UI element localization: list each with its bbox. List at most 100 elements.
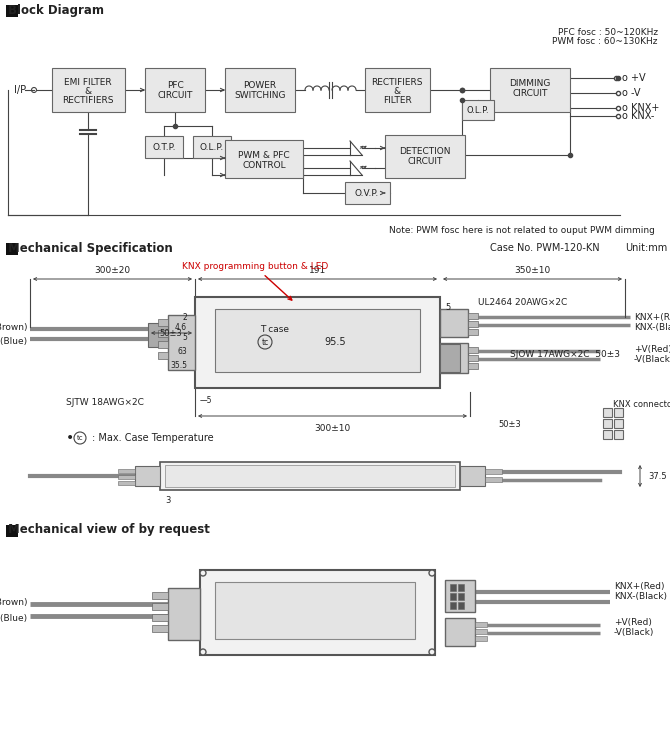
Text: T case: T case (260, 324, 289, 334)
Text: Case No. PWM-120-KN: Case No. PWM-120-KN (490, 243, 600, 253)
Text: +V(Red): +V(Red) (634, 345, 670, 354)
Text: 2: 2 (182, 312, 187, 321)
Bar (462, 100, 494, 120)
Text: O.V.P.: O.V.P. (355, 188, 379, 198)
Bar (458, 593, 464, 600)
Text: -V(Black): -V(Black) (614, 628, 655, 637)
Text: o KNX-: o KNX- (622, 111, 655, 121)
Text: Block Diagram: Block Diagram (8, 4, 104, 16)
Text: —5: —5 (200, 395, 212, 404)
Bar (152, 603, 168, 610)
Bar (614, 419, 623, 428)
Bar (148, 323, 168, 347)
Bar (215, 582, 415, 639)
Text: PWM fosc : 60~130KHz: PWM fosc : 60~130KHz (553, 37, 658, 46)
Text: AC/L(Brown): AC/L(Brown) (0, 598, 28, 606)
Bar (468, 321, 478, 327)
Bar (118, 475, 135, 479)
Bar (118, 481, 135, 485)
Bar (440, 309, 468, 337)
Text: &: & (393, 87, 401, 96)
Bar (603, 430, 612, 439)
Bar (440, 344, 460, 372)
Circle shape (200, 570, 206, 576)
Bar (215, 309, 420, 372)
Bar (385, 135, 465, 178)
Text: : Max. Case Temperature: : Max. Case Temperature (92, 433, 214, 443)
Bar (168, 315, 195, 370)
Bar (365, 68, 430, 112)
Text: KNX-(Black): KNX-(Black) (634, 323, 670, 331)
Text: AC/N(Blue): AC/N(Blue) (0, 614, 28, 623)
Text: FILTER: FILTER (383, 96, 411, 104)
Bar (158, 319, 168, 326)
Bar (52, 68, 125, 112)
Bar (135, 466, 160, 486)
Bar (614, 408, 623, 417)
Bar (200, 570, 435, 655)
Bar (158, 341, 168, 348)
Bar (225, 140, 303, 178)
Text: PFC: PFC (167, 81, 184, 90)
Text: CONTROL: CONTROL (242, 160, 286, 170)
Bar (460, 466, 485, 486)
Bar (603, 408, 612, 417)
Bar (475, 629, 487, 634)
Bar (475, 636, 487, 641)
Text: tc: tc (76, 435, 83, 441)
Text: +V(Red): +V(Red) (614, 617, 652, 626)
Text: KNX programming button & LED: KNX programming button & LED (182, 262, 328, 300)
Bar (485, 469, 502, 474)
Text: &: & (84, 87, 92, 96)
Text: 300±10: 300±10 (314, 424, 350, 433)
Bar (6, 525, 18, 537)
Text: O.T.P.: O.T.P. (152, 143, 176, 151)
Bar (195, 297, 440, 388)
Text: SJOW 17AWG×2C  50±3: SJOW 17AWG×2C 50±3 (510, 350, 620, 359)
Text: tc: tc (261, 337, 269, 346)
Text: Mechanical view of by request: Mechanical view of by request (8, 523, 210, 537)
Text: DETECTION: DETECTION (399, 146, 451, 156)
Text: POWER: POWER (243, 81, 277, 90)
Bar (160, 462, 460, 490)
Bar (450, 602, 456, 609)
Text: 50±3: 50±3 (498, 420, 521, 429)
Text: 35.5: 35.5 (170, 360, 187, 370)
Text: 300±20: 300±20 (94, 266, 131, 275)
Bar (158, 352, 168, 359)
Bar (490, 68, 570, 112)
Text: CIRCUIT: CIRCUIT (513, 88, 547, 98)
Text: EMI FILTER: EMI FILTER (64, 77, 112, 87)
Text: 191: 191 (309, 266, 326, 275)
Text: DIMMING: DIMMING (509, 79, 551, 87)
Text: PFC fosc : 50~120KHz: PFC fosc : 50~120KHz (558, 28, 658, 37)
Text: 50±3: 50±3 (159, 329, 182, 337)
Text: 350±10: 350±10 (515, 266, 551, 275)
Bar (468, 347, 478, 353)
Text: SJTW 18AWG×2C: SJTW 18AWG×2C (66, 398, 144, 406)
Bar (168, 588, 200, 640)
Text: •: • (66, 431, 74, 445)
Text: o +V: o +V (622, 73, 646, 83)
Bar (6, 5, 18, 17)
Text: Note: PWM fosc here is not related to ouput PWM dimming: Note: PWM fosc here is not related to ou… (389, 226, 655, 235)
Circle shape (200, 649, 206, 655)
Text: KNX-(Black): KNX-(Black) (614, 592, 667, 600)
Text: O.L.P.: O.L.P. (200, 143, 224, 151)
Text: O.L.P.: O.L.P. (467, 106, 489, 115)
Text: Unit:mm: Unit:mm (625, 243, 667, 253)
Bar (345, 182, 390, 204)
Text: KNX+(Red): KNX+(Red) (634, 312, 670, 321)
Text: RECTIFIERS: RECTIFIERS (62, 96, 114, 104)
Bar (145, 68, 205, 112)
Text: AC/L(Brown): AC/L(Brown) (0, 323, 28, 331)
Bar (458, 602, 464, 609)
Text: KNX+(Red): KNX+(Red) (614, 581, 665, 590)
Bar (225, 68, 295, 112)
Text: 3: 3 (165, 495, 171, 504)
Text: CIRCUIT: CIRCUIT (407, 157, 443, 165)
Text: o -V: o -V (622, 88, 641, 98)
Bar (450, 584, 456, 591)
Bar (152, 625, 168, 632)
Bar (445, 618, 475, 646)
